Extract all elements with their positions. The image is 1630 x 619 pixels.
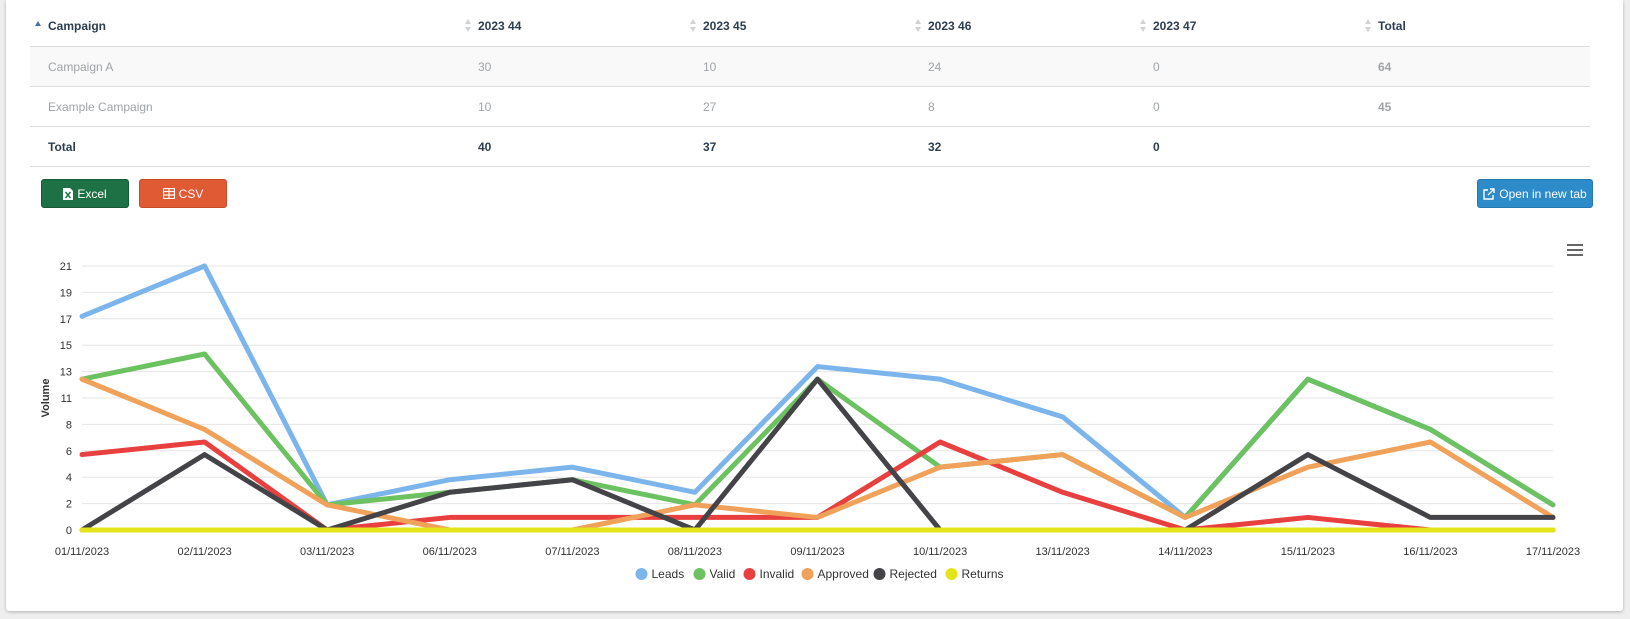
- excel-file-icon: [63, 187, 74, 200]
- table-row: Example Campaign 10 27 8 0 45: [30, 86, 1590, 127]
- legend-marker-leads: [635, 568, 648, 580]
- column-header-label: 2023 46: [928, 19, 972, 33]
- x-tick-label: 07/11/2023: [545, 546, 599, 558]
- column-header-2023-44[interactable]: 2023 44: [460, 6, 685, 47]
- y-tick-label: 17: [60, 314, 72, 326]
- table-row: Campaign A 30 10 24 0 64: [30, 46, 1590, 87]
- y-tick-label: 8: [66, 419, 72, 431]
- cell-total-week: 0: [1135, 126, 1360, 167]
- x-tick-label: 09/11/2023: [790, 546, 844, 558]
- legend-label-invalid: Invalid: [760, 567, 795, 581]
- excel-export-button[interactable]: Excel: [41, 179, 129, 208]
- cell-grand-total: [1360, 126, 1590, 167]
- column-header-2023-46[interactable]: 2023 46: [910, 6, 1135, 47]
- legend-marker-rejected: [873, 568, 886, 580]
- column-header-label: Campaign: [48, 19, 107, 33]
- sort-icon: [1365, 19, 1371, 33]
- volume-line-chart: 0 2 4 6 8 11 13 15 17 19 21 Volume 01/11/2023 02/11/2…: [40, 261, 1580, 581]
- y-tick-label: 2: [66, 499, 72, 511]
- x-tick-label: 02/11/2023: [177, 546, 231, 558]
- y-tick-label: 11: [61, 393, 72, 405]
- cell-campaign: Campaign A: [30, 46, 460, 87]
- cell-week: 10: [460, 86, 685, 127]
- cell-total: 45: [1360, 86, 1590, 127]
- csv-button-label: CSV: [178, 186, 204, 201]
- sort-icon: [465, 19, 471, 33]
- table-icon: [162, 188, 175, 199]
- table-header-row: Campaign 2023 44 2023 45 2023 46 2023 47…: [30, 6, 1590, 47]
- cell-week: 27: [685, 86, 910, 127]
- sort-icon: [1140, 19, 1146, 33]
- y-tick-label: 19: [60, 287, 72, 299]
- legend-label-rejected: Rejected: [890, 567, 937, 581]
- y-tick-label: 13: [60, 367, 72, 379]
- csv-export-button[interactable]: CSV: [139, 179, 227, 208]
- legend-marker-approved: [801, 568, 814, 580]
- legend-label-leads: Leads: [652, 567, 685, 581]
- cell-week: 30: [460, 46, 685, 87]
- legend-marker-valid: [693, 568, 706, 580]
- cell-week: 0: [1135, 46, 1360, 87]
- cell-week: 8: [910, 86, 1135, 127]
- column-header-2023-47[interactable]: 2023 47: [1135, 6, 1360, 47]
- sort-icon: [690, 19, 696, 33]
- y-tick-label: 15: [60, 340, 72, 352]
- legend-label-valid: Valid: [710, 567, 736, 581]
- cell-week: 24: [910, 46, 1135, 87]
- column-header-total[interactable]: Total: [1360, 6, 1590, 47]
- column-header-label: 2023 45: [703, 19, 747, 33]
- y-tick-label: 21: [60, 261, 72, 273]
- open-new-tab-label: Open in new tab: [1499, 186, 1587, 201]
- column-header-label: 2023 44: [478, 19, 522, 33]
- campaign-table: Campaign 2023 44 2023 45 2023 46 2023 47…: [30, 6, 1590, 167]
- x-tick-label: 08/11/2023: [668, 546, 722, 558]
- column-header-2023-45[interactable]: 2023 45: [685, 6, 910, 47]
- column-header-label: 2023 47: [1153, 19, 1197, 33]
- x-tick-label: 16/11/2023: [1403, 546, 1457, 558]
- cell-total-label: Total: [30, 126, 460, 167]
- x-tick-label: 14/11/2023: [1158, 546, 1212, 558]
- y-tick-label: 4: [66, 472, 72, 484]
- legend-marker-returns: [945, 568, 958, 580]
- sort-asc-icon: [35, 19, 41, 33]
- column-header-campaign[interactable]: Campaign: [30, 6, 460, 47]
- cell-total-week: 37: [685, 126, 910, 167]
- y-axis-label: Volume: [40, 379, 52, 418]
- column-header-label: Total: [1378, 19, 1406, 33]
- series-line-approved: [79, 376, 1556, 533]
- x-tick-label: 15/11/2023: [1281, 546, 1335, 558]
- cell-total-week: 32: [910, 126, 1135, 167]
- x-tick-label: 06/11/2023: [423, 546, 477, 558]
- y-tick-label: 6: [66, 446, 72, 458]
- sort-icon: [915, 19, 921, 33]
- cell-total-week: 40: [460, 126, 685, 167]
- excel-button-label: Excel: [77, 186, 107, 201]
- x-tick-label: 03/11/2023: [300, 546, 354, 558]
- legend-label-returns: Returns: [962, 567, 1004, 581]
- cell-campaign: Example Campaign: [30, 86, 460, 127]
- legend-label-approved: Approved: [818, 567, 869, 581]
- open-new-tab-button[interactable]: Open in new tab: [1477, 179, 1593, 208]
- y-tick-label: 0: [66, 525, 72, 537]
- chart-menu-icon[interactable]: [1567, 244, 1583, 256]
- cell-week: 10: [685, 46, 910, 87]
- cell-total: 64: [1360, 46, 1590, 87]
- x-tick-label: 01/11/2023: [55, 546, 109, 558]
- x-tick-label: 10/11/2023: [913, 546, 967, 558]
- x-tick-label: 17/11/2023: [1526, 546, 1580, 558]
- x-tick-label: 13/11/2023: [1036, 546, 1090, 558]
- legend-marker-invalid: [743, 568, 756, 580]
- cell-week: 0: [1135, 86, 1360, 127]
- external-link-icon: [1483, 187, 1495, 200]
- table-total-row: Total 40 37 32 0: [30, 126, 1590, 167]
